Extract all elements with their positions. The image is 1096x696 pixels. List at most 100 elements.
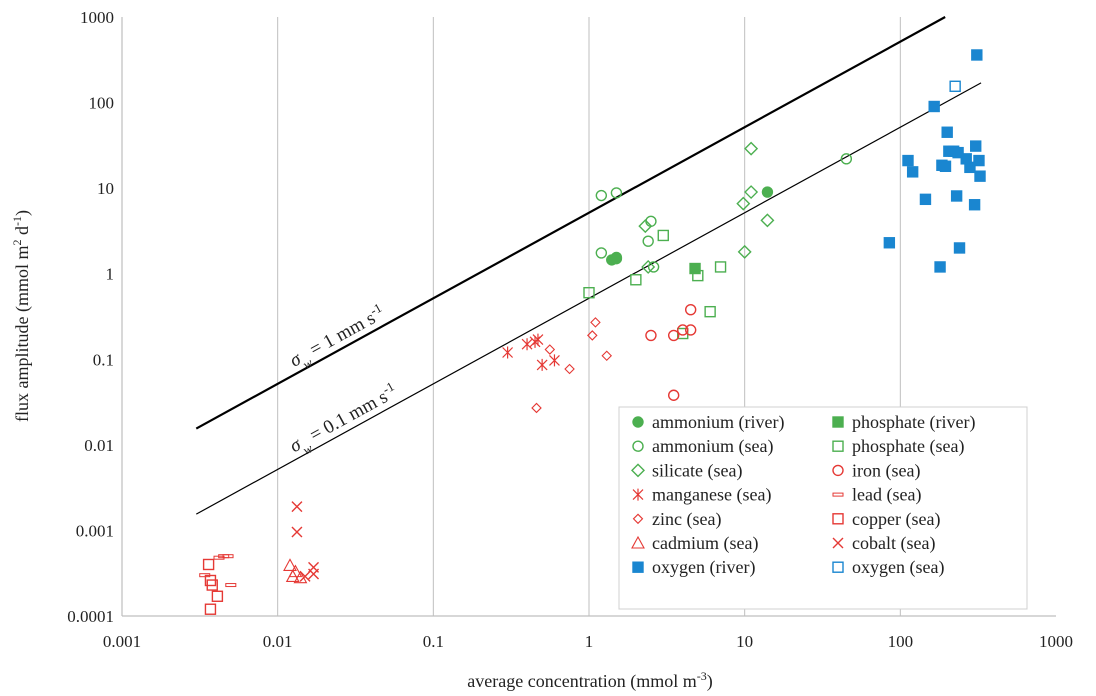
series-group [645, 303, 697, 401]
y-tick-label: 100 [89, 94, 115, 113]
data-point [536, 358, 548, 371]
legend-label: manganese (sea) [652, 485, 771, 506]
reference-line-label: σw = 1 mm s-1 [285, 299, 392, 376]
legend-label: zinc (sea) [652, 509, 721, 530]
series-group [689, 262, 701, 275]
y-tick-label: 1 [106, 265, 115, 284]
legend-label: lead (sea) [852, 485, 921, 506]
y-tick-label: 0.1 [93, 350, 114, 369]
data-point [601, 350, 613, 362]
legend: ammonium (river) phosphate (river) ammoniu… [618, 406, 1028, 610]
legend-marker [632, 513, 644, 525]
data-point [222, 554, 234, 559]
data-point [288, 564, 303, 578]
series-group [531, 317, 613, 414]
data-point [590, 317, 601, 328]
data-point [941, 126, 953, 138]
data-point [714, 261, 727, 273]
data-point [840, 153, 853, 165]
data-point [595, 247, 608, 259]
legend-marker [832, 416, 844, 428]
legend-marker [832, 464, 844, 477]
legend-label: iron (sea) [852, 460, 920, 481]
data-point [934, 261, 946, 273]
data-point [206, 579, 218, 591]
data-point [973, 154, 985, 167]
series-group [202, 558, 224, 615]
legend-marker [632, 416, 644, 428]
data-point [502, 346, 514, 359]
legend-marker [832, 513, 844, 525]
data-point [202, 558, 215, 571]
data-point [974, 170, 986, 182]
data-point [299, 570, 311, 582]
data-point [970, 140, 982, 152]
data-point [684, 303, 697, 316]
data-point [283, 558, 297, 571]
y-tick-label: 0.0001 [67, 607, 114, 626]
legend-marker [832, 440, 844, 452]
data-point [704, 305, 716, 318]
y-tick-label: 10 [97, 179, 114, 198]
x-axis-title: average concentration (mmol m-3) [467, 669, 712, 692]
series-group [949, 80, 961, 92]
x-tick-label: 0.001 [103, 632, 141, 651]
series-group [606, 186, 774, 266]
data-point [689, 262, 701, 275]
data-point [595, 189, 608, 202]
data-point [291, 501, 303, 513]
series-group [595, 153, 853, 273]
data-point [544, 344, 556, 355]
data-point [583, 286, 595, 299]
data-point [971, 49, 983, 61]
legend-box [618, 406, 1028, 610]
data-point [677, 324, 689, 336]
data-point [642, 235, 654, 247]
legend-marker [832, 561, 844, 573]
data-point [211, 590, 224, 602]
data-point [684, 324, 697, 336]
series-group [502, 333, 560, 371]
data-point [610, 252, 623, 265]
axes: 0.001 0.01 0.1 1 10 100 1000 0.0001 0.001 0.01 0.1… [67, 8, 1073, 651]
legend-label: oxygen (sea) [852, 557, 944, 578]
legend-marker [632, 440, 644, 452]
x-tick-label: 100 [888, 632, 914, 651]
data-point [968, 199, 981, 211]
reference-line-label: σw = 0.1 mm s-1 [285, 378, 404, 462]
data-point [610, 187, 623, 199]
data-point [630, 274, 642, 286]
legend-label: cadmium (sea) [652, 533, 758, 554]
legend-label: cobalt (sea) [852, 533, 935, 554]
data-point [736, 196, 751, 211]
data-point [906, 166, 919, 178]
legend-label: ammonium (river) [652, 412, 784, 433]
data-point [953, 242, 966, 254]
y-axis-title: flux amplitude (mmol m2 d-1) [10, 210, 33, 422]
data-point [532, 333, 544, 346]
data-point [531, 402, 542, 414]
data-point [952, 146, 964, 159]
series-group [199, 554, 237, 588]
legend-marker [631, 463, 645, 478]
legend-label: silicate (sea) [652, 460, 742, 481]
series-group [638, 141, 775, 274]
data-point [949, 80, 961, 92]
legend-label: copper (sea) [852, 509, 940, 530]
series-group [583, 229, 727, 340]
data-points [199, 49, 986, 615]
series-group [291, 501, 320, 582]
y-tick-label: 1000 [80, 8, 114, 27]
data-point [919, 193, 932, 206]
data-point [744, 141, 759, 156]
y-tick-label: 0.01 [84, 436, 114, 455]
x-tick-label: 1000 [1039, 632, 1073, 651]
x-tick-label: 0.01 [263, 632, 293, 651]
data-point [692, 269, 704, 282]
data-point [641, 259, 656, 274]
data-point [928, 100, 940, 113]
legend-label: ammonium (sea) [652, 436, 773, 457]
data-point [564, 363, 575, 375]
data-point [902, 154, 914, 167]
legend-marker [832, 537, 844, 549]
